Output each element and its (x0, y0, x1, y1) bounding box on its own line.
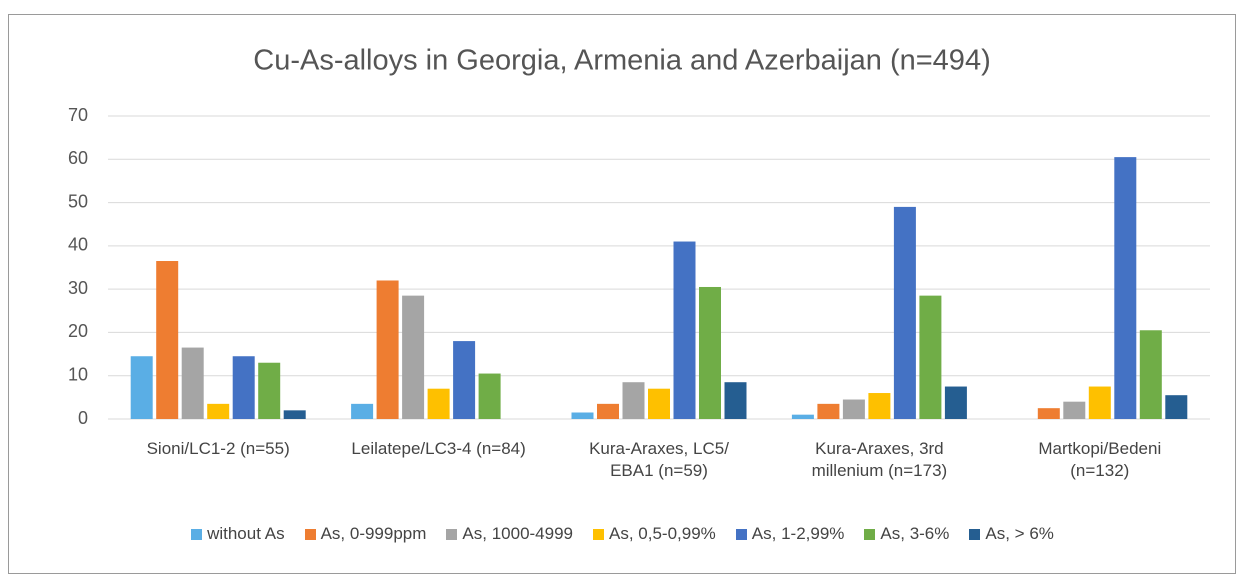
legend-item: As, 1000-4999 (446, 524, 573, 544)
bar (919, 295, 942, 419)
bar (130, 356, 153, 419)
bar (893, 206, 916, 419)
chart: Cu-As-alloys in Georgia, Armenia and Aze… (0, 14, 1245, 574)
legend-item: As, > 6% (969, 524, 1054, 544)
bar (791, 414, 814, 419)
y-tick-label: 70 (68, 105, 88, 125)
legend-label: As, > 6% (985, 524, 1054, 543)
bar (622, 382, 645, 419)
bar (1114, 157, 1137, 419)
legend-swatch (864, 528, 876, 540)
bar (156, 261, 179, 419)
legend-item: As, 0,5-0,99% (593, 524, 716, 544)
bar (597, 403, 619, 419)
legend-label: As, 1-2,99% (751, 524, 845, 543)
bar (1037, 408, 1060, 419)
y-tick-label: 60 (68, 148, 88, 168)
bar (944, 386, 967, 419)
legend-swatch (969, 528, 981, 540)
y-tick-label: 20 (68, 321, 88, 341)
bar (402, 295, 425, 419)
bar (673, 241, 696, 419)
legend-item: As, 3-6% (864, 524, 949, 544)
plot: Cu-As-alloys in Georgia, Armenia and Aze… (68, 45, 1210, 428)
legend-swatch (446, 528, 458, 540)
legend-item: As, 0-999ppm (304, 524, 427, 544)
legend-item: without As (191, 524, 285, 544)
legend-item: As, 1-2,99% (735, 524, 845, 544)
bar (376, 280, 399, 419)
y-tick-label: 30 (68, 278, 88, 298)
bar (1088, 386, 1111, 419)
x-tick-label: Sioni/LC1-2 (n=55) (146, 439, 290, 458)
bar (181, 347, 204, 419)
x-tick-label: Kura-Araxes, LC5/ EBA1 (n=59) (589, 439, 729, 480)
legend-swatch (191, 528, 203, 540)
bar (699, 286, 721, 419)
bar (478, 373, 501, 419)
bar (868, 393, 891, 419)
legend-label: As, 0-999ppm (320, 524, 427, 543)
bar (724, 382, 747, 419)
y-tick-label: 10 (68, 364, 88, 384)
legend-label: As, 3-6% (880, 524, 950, 543)
x-tick-label: Leilatepe/LC3-4 (n=84) (351, 439, 526, 458)
bar (283, 410, 306, 419)
legend-swatch (304, 528, 316, 540)
bar (842, 399, 865, 419)
bar (1165, 395, 1188, 419)
y-tick-label: 50 (68, 191, 88, 211)
legend-label: As, 1000-4999 (462, 524, 574, 543)
bar (648, 388, 670, 419)
y-tick-label: 0 (78, 408, 88, 428)
bar (351, 403, 374, 419)
legend: without As As, 0-999ppm As, 1000-4999 As, 0… (0, 524, 1245, 544)
bar (232, 356, 255, 419)
legend-swatch (735, 528, 747, 540)
x-tick-label: Martkopi/Bedeni (n=132) (1038, 439, 1162, 480)
x-tick-label: Kura-Araxes, 3rd millenium (n=173) (811, 439, 948, 480)
bar (258, 362, 281, 419)
bar (453, 341, 476, 419)
legend-label: As, 0,5-0,99% (609, 524, 716, 543)
y-tick-label: 40 (68, 235, 88, 255)
bar (1139, 330, 1162, 419)
legend-swatch (593, 528, 605, 540)
bar (571, 412, 594, 419)
bar (427, 388, 450, 419)
bar (1063, 401, 1086, 419)
bar (207, 403, 230, 419)
legend-label: without As (207, 524, 285, 543)
bar (817, 403, 840, 419)
chart-title: Cu-As-alloys in Georgia, Armenia and Aze… (253, 45, 990, 77)
